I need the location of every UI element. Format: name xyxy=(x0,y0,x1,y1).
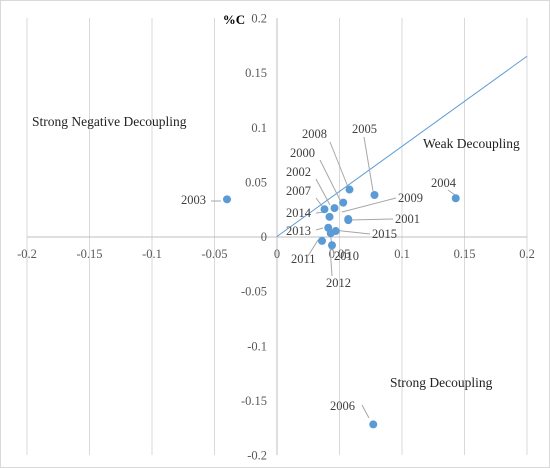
data-point-2002 xyxy=(330,204,339,213)
point-label-2002: 2002 xyxy=(286,165,311,179)
data-point-2000 xyxy=(339,198,348,207)
point-label-2006: 2006 xyxy=(330,399,355,413)
y-tick-label: 0.2 xyxy=(251,12,267,26)
x-tick-label: 0 xyxy=(274,247,280,261)
x-tick-label: 0.15 xyxy=(454,247,476,261)
leader-line xyxy=(363,136,374,192)
x-tick-label: -0.2 xyxy=(17,247,37,261)
data-point-2004 xyxy=(451,194,460,203)
y-tick-label: -0.05 xyxy=(241,285,267,299)
point-label-2013: 2013 xyxy=(286,224,311,238)
point-label-2010: 2010 xyxy=(334,249,359,263)
leader-line xyxy=(349,218,394,221)
leader-line xyxy=(341,197,397,213)
leader-line xyxy=(329,246,333,277)
data-point-2005 xyxy=(370,190,379,199)
leader-line xyxy=(361,404,370,419)
data-point-2014 xyxy=(325,212,334,221)
reference-line xyxy=(276,55,528,237)
point-label-2014: 2014 xyxy=(286,206,312,220)
label-leader-lines xyxy=(211,136,456,419)
data-points xyxy=(223,185,460,429)
data-point-2008 xyxy=(345,185,354,194)
data-point-2006 xyxy=(369,420,378,429)
point-label-2005: 2005 xyxy=(352,122,377,136)
annotation-strong-decoupling: Strong Decoupling xyxy=(390,375,493,390)
y-tick-label: 0.1 xyxy=(251,121,267,135)
data-point-2010 xyxy=(326,229,335,238)
point-label-2000: 2000 xyxy=(290,146,315,160)
annotation-strong-negative-decoupling: Strong Negative Decoupling xyxy=(32,114,187,129)
point-label-2004: 2004 xyxy=(431,176,457,190)
point-label-2011: 2011 xyxy=(291,252,316,266)
point-label-2007: 2007 xyxy=(286,184,311,198)
point-label-2012: 2012 xyxy=(326,276,351,290)
point-label-2008: 2008 xyxy=(302,127,327,141)
leader-line xyxy=(307,239,319,257)
data-point-2012 xyxy=(328,241,336,250)
y-tick-label: -0.1 xyxy=(247,339,267,353)
point-label-2001: 2001 xyxy=(395,212,420,226)
data-point-2011 xyxy=(318,236,326,245)
y-tick-label: -0.2 xyxy=(247,449,267,463)
data-point-labels: 2003 2004 2005 2008 2000 2002 2007 2014 2009 2001… xyxy=(181,122,457,413)
y-tick-label: 0 xyxy=(261,230,267,244)
x-tick-label: -0.1 xyxy=(142,247,162,261)
y-tick-labels: 0.2 0.15 0.1 0.05 0 -0.05 -0.1 -0.15 -0.2 xyxy=(241,12,267,463)
x-tick-label: -0.15 xyxy=(76,247,102,261)
leader-line xyxy=(329,141,349,188)
leader-line xyxy=(447,189,456,196)
y-axis-label: %C xyxy=(223,12,245,27)
leader-line xyxy=(315,197,323,207)
leader-line xyxy=(315,178,331,206)
data-point-2003 xyxy=(223,195,231,204)
annotation-weak-decoupling: Weak Decoupling xyxy=(423,136,520,151)
x-tick-label: 0.05 xyxy=(329,247,351,261)
y-tick-label: 0.05 xyxy=(245,175,267,189)
leader-line xyxy=(315,227,324,231)
x-tick-label: -0.05 xyxy=(201,247,227,261)
x-tick-label: 0.2 xyxy=(519,247,535,261)
point-label-2009: 2009 xyxy=(398,191,423,205)
data-point-2007 xyxy=(320,205,329,214)
leader-line xyxy=(319,159,341,201)
y-tick-label: -0.15 xyxy=(241,394,267,408)
point-label-2015: 2015 xyxy=(372,227,397,241)
point-label-2003: 2003 xyxy=(181,193,206,207)
y-tick-label: 0.15 xyxy=(245,66,267,80)
data-point-2001 xyxy=(344,216,353,225)
x-tick-label: 0.1 xyxy=(394,247,410,261)
x-tick-labels: -0.2 -0.15 -0.1 -0.05 0 0.05 0.1 0.15 0.2 xyxy=(17,247,535,261)
